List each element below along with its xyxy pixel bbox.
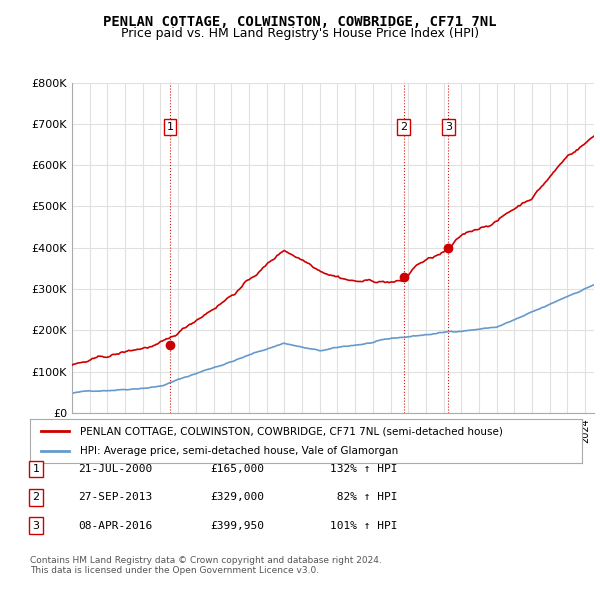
Text: 2: 2 [32,493,40,502]
Text: £329,000: £329,000 [210,493,264,502]
Text: PENLAN COTTAGE, COLWINSTON, COWBRIDGE, CF71 7NL (semi-detached house): PENLAN COTTAGE, COLWINSTON, COWBRIDGE, C… [80,427,503,436]
Text: 3: 3 [32,521,40,530]
Text: 08-APR-2016: 08-APR-2016 [78,521,152,530]
Text: 21-JUL-2000: 21-JUL-2000 [78,464,152,474]
Text: 1: 1 [32,464,40,474]
Text: £399,950: £399,950 [210,521,264,530]
Text: 82% ↑ HPI: 82% ↑ HPI [330,493,398,502]
Text: 3: 3 [445,122,452,132]
Text: Contains HM Land Registry data © Crown copyright and database right 2024.
This d: Contains HM Land Registry data © Crown c… [30,556,382,575]
Text: Price paid vs. HM Land Registry's House Price Index (HPI): Price paid vs. HM Land Registry's House … [121,27,479,40]
Text: HPI: Average price, semi-detached house, Vale of Glamorgan: HPI: Average price, semi-detached house,… [80,446,398,455]
Text: 132% ↑ HPI: 132% ↑ HPI [330,464,398,474]
Text: £165,000: £165,000 [210,464,264,474]
Text: 27-SEP-2013: 27-SEP-2013 [78,493,152,502]
Text: PENLAN COTTAGE, COLWINSTON, COWBRIDGE, CF71 7NL: PENLAN COTTAGE, COLWINSTON, COWBRIDGE, C… [103,15,497,29]
Text: 2: 2 [400,122,407,132]
Text: 101% ↑ HPI: 101% ↑ HPI [330,521,398,530]
Text: 1: 1 [167,122,174,132]
